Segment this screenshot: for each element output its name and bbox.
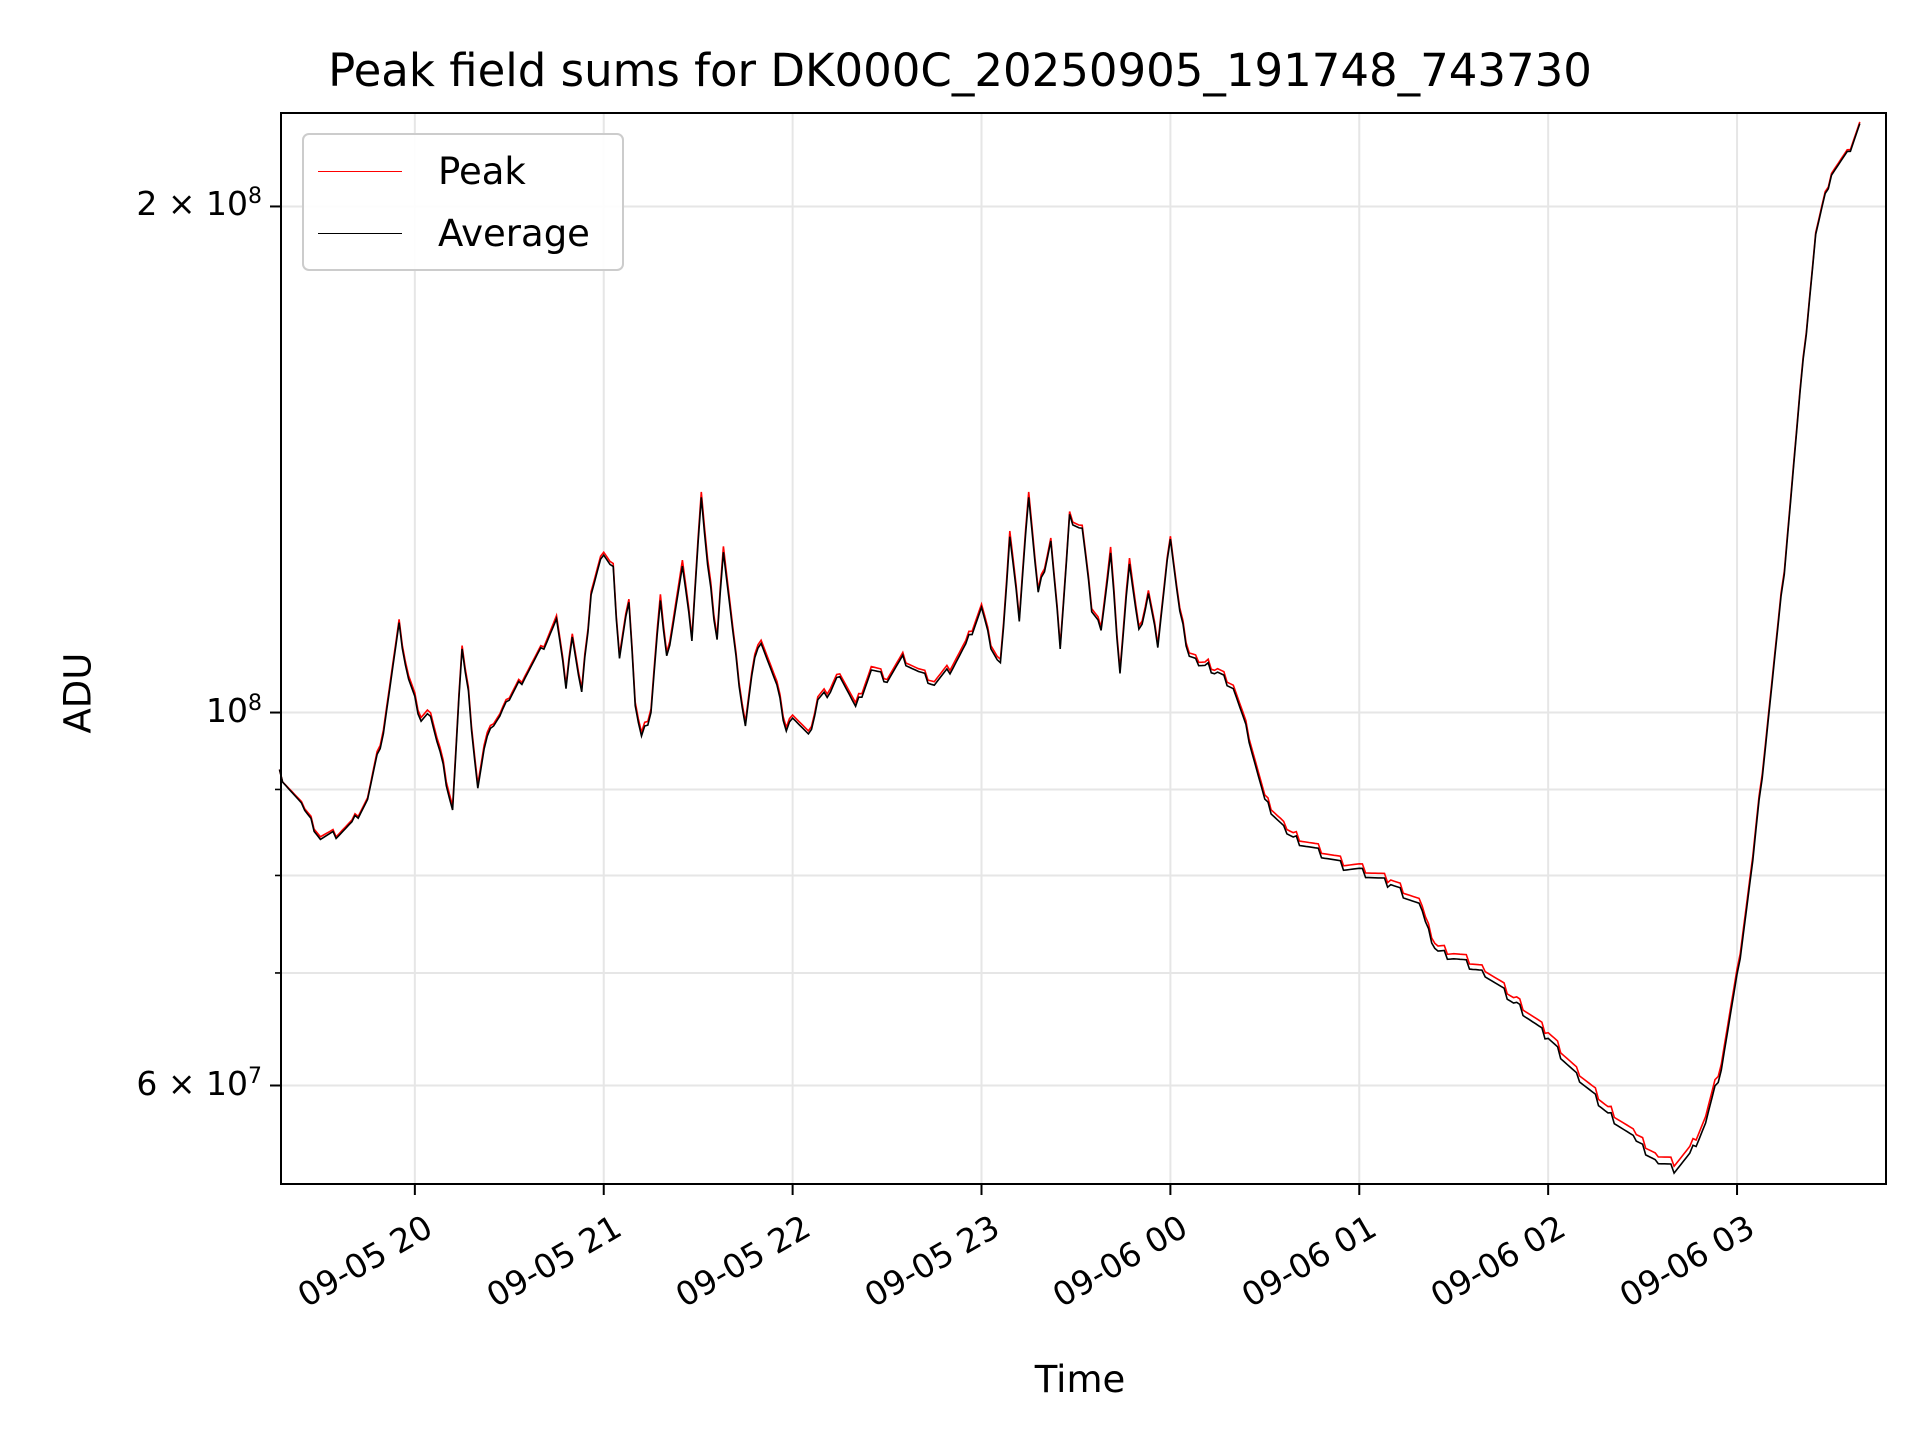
y-tick-label-base: 10	[206, 690, 248, 730]
tick-layer	[270, 205, 1739, 1195]
plot-frame	[280, 112, 1887, 1185]
legend-label-peak: Peak	[438, 149, 526, 193]
legend-swatch-peak	[318, 170, 402, 172]
series-layer	[278, 121, 1861, 1175]
series-line-average	[278, 123, 1861, 1175]
legend-item-peak: Peak	[318, 149, 526, 193]
legend-swatch-average	[318, 232, 402, 234]
y-tick-label-base: 2 × 10	[136, 184, 248, 224]
chart-title: Peak field sums for DK000C_20250905_1917…	[328, 44, 1592, 97]
legend: Peak Average	[302, 133, 624, 271]
y-tick-label-exponent: 7	[248, 1063, 262, 1089]
y-tick-label: 108	[62, 691, 262, 730]
y-tick-label-exponent: 8	[248, 184, 262, 210]
series-line-peak	[278, 121, 1861, 1168]
legend-item-average: Average	[318, 211, 590, 255]
x-axis-label: Time	[1034, 1358, 1126, 1401]
y-tick-label-base: 6 × 10	[136, 1063, 248, 1103]
legend-label-average: Average	[438, 211, 590, 255]
y-tick-label: 6 × 107	[62, 1064, 262, 1103]
y-tick-label-exponent: 8	[248, 690, 262, 716]
grid-layer	[282, 114, 1885, 1183]
y-tick-label: 2 × 108	[62, 184, 262, 223]
